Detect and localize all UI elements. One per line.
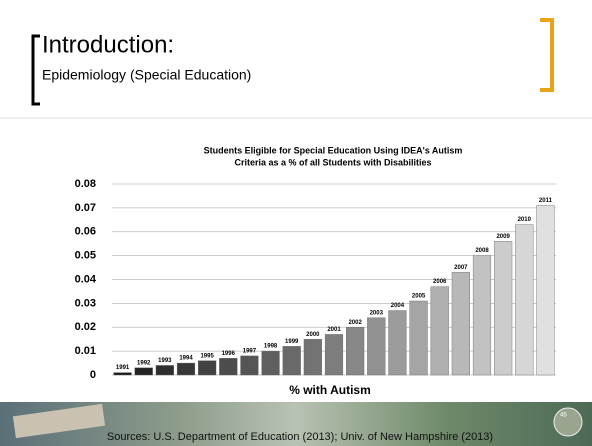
y-tick-label: 0 [90, 369, 96, 381]
bar-year-label: 1994 [179, 356, 193, 362]
bar-year-label: 2009 [496, 234, 510, 240]
bar [240, 355, 259, 376]
bar-year-label: 1997 [243, 348, 257, 354]
bar [134, 367, 153, 376]
bar-year-label: 2008 [475, 248, 489, 254]
y-tick-label: 0.06 [75, 226, 96, 238]
bar-year-label: 1991 [116, 365, 130, 371]
bar-year-label: 2010 [518, 217, 532, 223]
bar [388, 310, 407, 376]
title-bracket [31, 34, 40, 106]
bar [346, 327, 365, 376]
bar [219, 358, 238, 376]
bar [324, 334, 344, 376]
bar [494, 241, 513, 376]
bar-year-label: 2004 [391, 303, 405, 309]
bar [155, 365, 174, 376]
y-tick-label: 0.04 [75, 273, 97, 285]
bar-year-label: 2006 [433, 279, 447, 285]
chart-title: Criteria as a % of all Students with Dis… [234, 157, 431, 167]
bar-year-label: 1995 [200, 353, 214, 359]
bar-year-label: 2002 [348, 320, 362, 326]
bar-year-label: 1996 [222, 351, 236, 357]
bar-year-label: 1993 [158, 358, 172, 364]
plot: 0 0.01 0.02 0.03 0.04 0.05 0.06 0.07 0.08 1991 199… [75, 178, 556, 381]
seal [553, 407, 583, 437]
chart-title: Students Eligible for Special Education … [204, 145, 463, 155]
bar-year-label: 2001 [327, 327, 341, 333]
bar [261, 350, 280, 376]
page-number: 45 [560, 413, 567, 419]
x-axis-label: % with Autism [289, 383, 371, 397]
bar-year-label: 1998 [264, 344, 278, 350]
bar-year-label: 2003 [370, 310, 384, 316]
bar [367, 317, 386, 376]
y-tick-label: 0.01 [75, 345, 96, 357]
bar [176, 362, 196, 376]
bar [282, 346, 301, 376]
bar [303, 338, 322, 376]
bar-year-label: 2000 [306, 332, 320, 338]
bar-year-label: 1992 [137, 360, 151, 366]
bar [472, 255, 492, 376]
y-tick-label: 0.07 [75, 202, 96, 214]
y-tick-label: 0.05 [75, 250, 96, 262]
bar [451, 272, 470, 376]
bar-year-label: 2005 [412, 294, 426, 300]
y-tick-label: 0.02 [75, 321, 96, 333]
bar [409, 300, 428, 376]
bar [198, 360, 217, 376]
bar-year-label: 1999 [285, 339, 299, 345]
bar [113, 372, 132, 376]
slide-title: Introduction: [42, 31, 174, 58]
bar [430, 286, 449, 376]
bar-year-label: 2007 [454, 265, 468, 271]
accent-bracket [540, 18, 554, 92]
y-tick-label: 0.08 [75, 178, 96, 190]
bar-year-label: 2011 [539, 198, 553, 204]
y-tick-label: 0.03 [75, 297, 96, 309]
sign [12, 403, 106, 439]
footer: Sources: U.S. Department of Education (2… [107, 431, 493, 443]
bar [536, 205, 555, 376]
slide-subtitle: Epidemiology (Special Education) [42, 67, 251, 83]
bar [515, 224, 534, 376]
